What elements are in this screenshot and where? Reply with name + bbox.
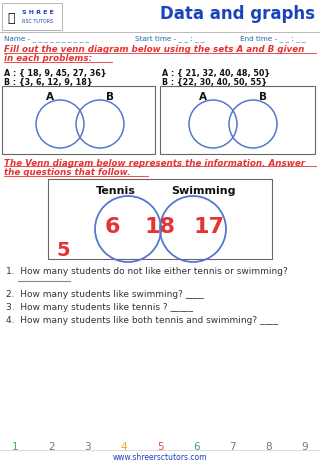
Text: Start time - _ _ : _ _: Start time - _ _ : _ _ [135, 35, 204, 42]
Text: End time - _ _ : _ _: End time - _ _ : _ _ [240, 35, 306, 42]
Text: A : { 18, 9, 45, 27, 36}: A : { 18, 9, 45, 27, 36} [4, 69, 107, 78]
Text: 2.  How many students like swimming? ____: 2. How many students like swimming? ____ [6, 290, 204, 299]
Text: Fill out the venn diagram below using the sets A and B given: Fill out the venn diagram below using th… [4, 45, 304, 54]
Text: B: B [106, 92, 114, 102]
Text: 17: 17 [194, 217, 225, 237]
Text: 4: 4 [120, 442, 127, 452]
Bar [48, 179, 272, 259]
Text: 1: 1 [12, 442, 18, 452]
Bar [2, 86, 155, 154]
Text: 5: 5 [56, 242, 70, 261]
Text: A : { 21, 32, 40, 48, 50}: A : { 21, 32, 40, 48, 50} [162, 69, 270, 78]
Text: 8: 8 [265, 442, 272, 452]
Text: A: A [46, 92, 54, 102]
Text: S H R E E: S H R E E [22, 10, 54, 15]
Text: B : {22, 30, 40, 50, 55}: B : {22, 30, 40, 50, 55} [162, 78, 267, 87]
Text: Tennis: Tennis [96, 186, 136, 196]
Text: The Venn diagram below represents the information. Answer: The Venn diagram below represents the in… [4, 159, 305, 168]
Text: 6: 6 [104, 217, 120, 237]
Text: Name - _ _ _ _ _ _ _ _ _ _: Name - _ _ _ _ _ _ _ _ _ _ [4, 35, 89, 42]
Text: 9: 9 [302, 442, 308, 452]
Text: 5: 5 [157, 442, 163, 452]
Text: 🦜: 🦜 [7, 12, 14, 25]
Text: 3.  How many students like tennis ? _____: 3. How many students like tennis ? _____ [6, 303, 193, 312]
Text: 1.  How many students do not like either tennis or swimming?: 1. How many students do not like either … [6, 267, 288, 276]
Bar [2, 3, 62, 30]
Text: 6: 6 [193, 442, 200, 452]
Text: RSC TUTORS: RSC TUTORS [22, 19, 53, 24]
Bar [160, 86, 315, 154]
Text: B: B [259, 92, 267, 102]
Text: the questions that follow.: the questions that follow. [4, 168, 131, 177]
Text: A: A [199, 92, 207, 102]
Text: B : {3, 6, 12, 9, 18}: B : {3, 6, 12, 9, 18} [4, 78, 92, 87]
Text: 7: 7 [229, 442, 236, 452]
Text: 2: 2 [48, 442, 55, 452]
Text: Swimming: Swimming [171, 186, 235, 196]
Text: 3: 3 [84, 442, 91, 452]
Text: in each problems:: in each problems: [4, 54, 92, 63]
Text: Data and graphs: Data and graphs [160, 5, 315, 23]
Text: 4.  How many students like both tennis and swimming? ____: 4. How many students like both tennis an… [6, 316, 278, 325]
Text: www.shreersctutors.com: www.shreersctutors.com [113, 453, 207, 462]
Text: 18: 18 [145, 217, 175, 237]
